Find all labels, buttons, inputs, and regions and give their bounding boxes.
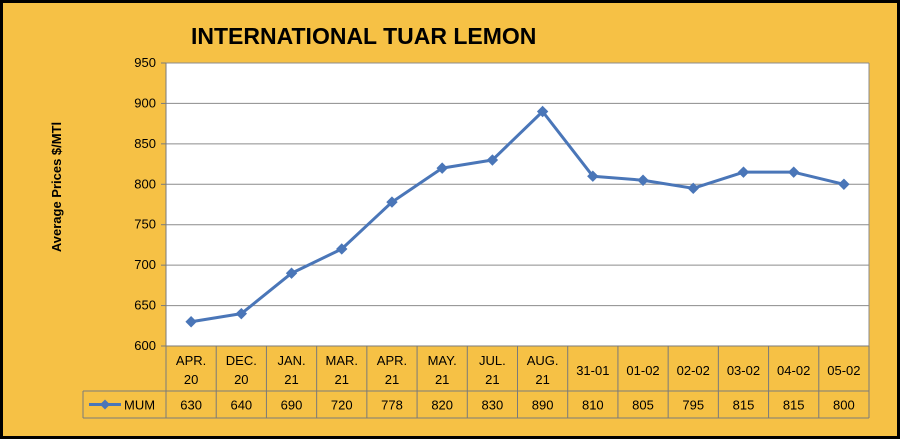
series-line	[190, 110, 845, 324]
data-label: 830	[482, 398, 504, 413]
x-tick-label: 01-02	[626, 363, 659, 378]
x-tick-label: 21	[485, 372, 499, 387]
data-point	[536, 105, 549, 118]
data-label: 720	[331, 398, 353, 413]
x-tick-label: APR.	[176, 353, 206, 368]
x-tick-label: 03-02	[727, 363, 760, 378]
x-tick-label: 20	[234, 372, 248, 387]
y-tick-label: 700	[134, 257, 156, 272]
y-tick-label: 850	[134, 136, 156, 151]
x-tick-label: 04-02	[777, 363, 810, 378]
y-tick-label: 900	[134, 95, 156, 110]
x-tick-label: 02-02	[677, 363, 710, 378]
chart-title: INTERNATIONAL TUAR LEMON	[191, 23, 537, 49]
data-label: 820	[431, 398, 453, 413]
data-label: 795	[682, 398, 704, 413]
data-point	[637, 174, 649, 186]
x-tick-label: 21	[435, 372, 449, 387]
x-tick-label: MAR.	[326, 353, 359, 368]
x-tick-label: AUG.	[527, 353, 559, 368]
data-label: 690	[281, 398, 303, 413]
data-label: 800	[833, 398, 855, 413]
data-label: 805	[632, 398, 654, 413]
x-tick-label: 21	[535, 372, 549, 387]
x-tick-label: 05-02	[827, 363, 860, 378]
data-point	[285, 267, 298, 279]
data-point	[587, 170, 599, 182]
y-tick-label: 600	[134, 338, 156, 353]
x-tick-label: 21	[284, 372, 298, 387]
y-tick-label: 950	[134, 55, 156, 70]
data-point	[336, 243, 348, 255]
data-point	[436, 162, 448, 174]
line-chart: 600 650 700 750 800 850 900 950 APR. 20 DEC. 20 JAN.…	[82, 55, 870, 419]
legend-marker	[100, 399, 110, 410]
x-tick-label: 21	[335, 372, 349, 387]
legend-label: MUM	[124, 398, 155, 413]
data-label: 815	[733, 398, 755, 413]
data-label: 640	[230, 398, 252, 413]
x-tick-label: 31-01	[576, 363, 609, 378]
data-point	[235, 307, 248, 320]
x-tick-label: JAN.	[277, 353, 305, 368]
data-label: 890	[532, 398, 554, 413]
data-label: 810	[582, 398, 604, 413]
data-label: 630	[180, 398, 202, 413]
data-point	[185, 316, 197, 328]
x-tick-label: DEC.	[226, 353, 257, 368]
data-label: 815	[783, 398, 805, 413]
plot-area	[166, 63, 869, 346]
y-tick-label: 750	[134, 217, 156, 232]
y-tick-label: 650	[134, 298, 156, 313]
x-tick-label: JUL.	[479, 353, 506, 368]
data-label: 778	[381, 398, 403, 413]
data-point	[737, 166, 750, 178]
y-tick-label: 800	[134, 176, 156, 191]
data-point	[386, 196, 398, 208]
data-point	[787, 166, 800, 178]
data-point	[838, 178, 850, 190]
x-tick-label: APR.	[377, 353, 407, 368]
x-tick-label: MAY.	[428, 353, 457, 368]
x-tick-label: 21	[385, 372, 399, 387]
data-point	[486, 154, 499, 166]
data-point	[687, 182, 699, 195]
x-tick-label: 20	[184, 372, 198, 387]
